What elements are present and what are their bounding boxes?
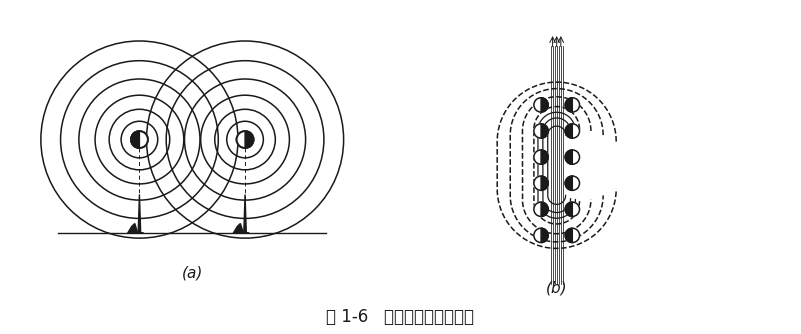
Circle shape	[566, 98, 580, 112]
Circle shape	[533, 228, 548, 242]
Polygon shape	[541, 228, 548, 242]
Polygon shape	[127, 223, 138, 233]
Circle shape	[533, 98, 548, 112]
Polygon shape	[566, 98, 573, 112]
Polygon shape	[541, 124, 548, 138]
Circle shape	[566, 202, 580, 216]
Circle shape	[533, 202, 548, 216]
Circle shape	[533, 176, 548, 190]
Polygon shape	[541, 150, 548, 164]
Polygon shape	[541, 98, 548, 112]
Polygon shape	[566, 202, 573, 216]
Text: 图 1-6   电流在线圈中的分布: 图 1-6 电流在线圈中的分布	[327, 308, 474, 326]
Polygon shape	[566, 228, 573, 242]
Polygon shape	[566, 176, 573, 190]
Polygon shape	[541, 176, 548, 190]
Text: (b): (b)	[546, 280, 567, 295]
Polygon shape	[541, 202, 548, 216]
Polygon shape	[131, 131, 139, 148]
Circle shape	[131, 131, 148, 148]
Polygon shape	[566, 124, 573, 138]
Circle shape	[236, 131, 253, 148]
Circle shape	[566, 228, 580, 242]
Circle shape	[566, 176, 580, 190]
Polygon shape	[238, 194, 249, 233]
Circle shape	[533, 150, 548, 164]
Polygon shape	[566, 150, 573, 164]
Polygon shape	[233, 223, 244, 233]
Polygon shape	[245, 131, 253, 148]
Circle shape	[566, 124, 580, 138]
Circle shape	[566, 150, 580, 164]
Circle shape	[533, 124, 548, 138]
Polygon shape	[133, 194, 143, 233]
Text: (a): (a)	[182, 266, 203, 281]
